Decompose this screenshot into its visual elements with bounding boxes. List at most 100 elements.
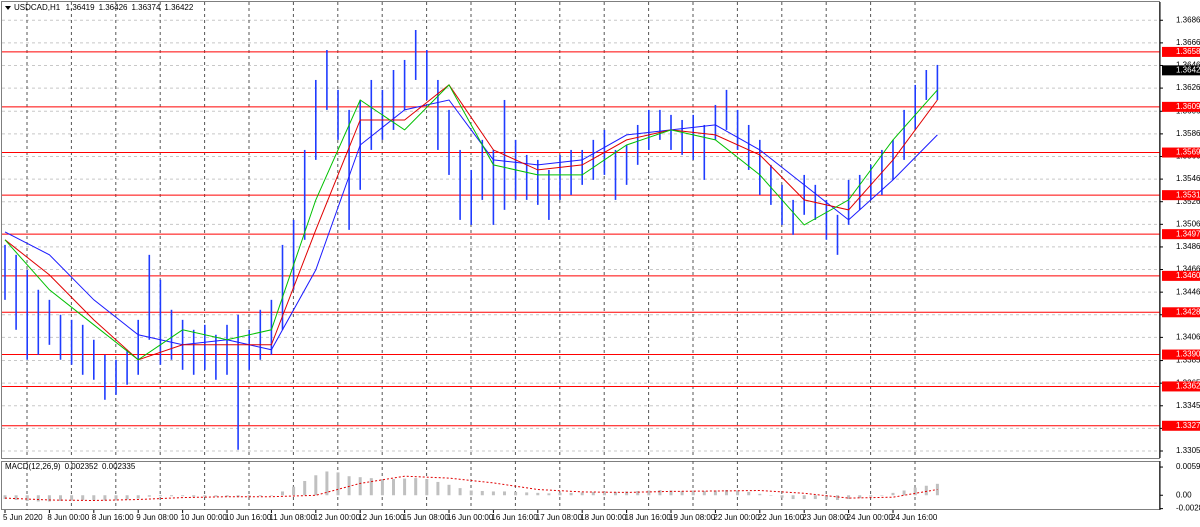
macd-histogram-bar [25, 495, 29, 501]
x-tick-label: 8 Jun 16:00 [92, 513, 134, 522]
macd-histogram-bar [181, 495, 185, 497]
x-tick-label: 23 Jun 08:00 [802, 513, 849, 522]
macd-histogram-bar [136, 495, 140, 499]
level-label-box [1162, 229, 1200, 240]
level-label: 1.34604 [1176, 271, 1200, 280]
macd-y-tick-label: -0.00281 [1176, 504, 1200, 513]
macd-histogram-bar [847, 495, 851, 500]
y-tick-label: 1.34860 [1176, 242, 1200, 251]
collapse-icon[interactable] [5, 6, 11, 10]
level-label-box [1162, 101, 1200, 112]
macd-histogram-bar [503, 491, 506, 496]
level-label-box [1162, 270, 1200, 281]
level-label-box [1162, 381, 1200, 392]
macd-signal-line [4, 475, 938, 502]
moving-average [4, 84, 938, 361]
macd-histogram-bar [336, 472, 340, 496]
macd-histogram-bar [758, 493, 762, 496]
x-tick-label: 18 Jun 16:00 [625, 513, 672, 522]
macd-histogram-bar [170, 495, 173, 497]
macd-histogram-bar [92, 495, 96, 501]
macd-histogram-bar [480, 490, 484, 496]
y-tick-label: 1.34460 [1176, 287, 1200, 296]
macd-histogram-bar [70, 495, 74, 501]
x-tick-label: 16 Jun 00:00 [447, 513, 494, 522]
level-label: 1.33278 [1176, 421, 1200, 430]
y-tick-label: 1.34060 [1176, 332, 1200, 341]
macd-histogram-bar [625, 491, 629, 496]
macd-histogram-bar [802, 495, 806, 500]
macd-histogram-bar [258, 495, 262, 497]
macd-histogram-bar [880, 495, 884, 496]
x-tick-label: 24 Jun 16:00 [891, 513, 938, 522]
macd-histogram-bar [347, 476, 351, 496]
macd-histogram-bar [591, 491, 595, 496]
macd-histogram-bar [392, 479, 395, 496]
macd-y-tick-label: 0.00 [1176, 490, 1192, 499]
level-label: 1.35695 [1176, 148, 1200, 157]
macd-histogram-bar [669, 490, 673, 496]
x-tick-label: 12 Jun 16:00 [358, 513, 405, 522]
macd-histogram-bar [114, 495, 118, 501]
x-tick-label: 22 Jun 16:00 [758, 513, 805, 522]
moving-average [4, 99, 938, 351]
macd-histogram-bar [813, 495, 817, 500]
macd-histogram-bar [436, 481, 440, 496]
x-tick-label: 12 Jun 00:00 [314, 513, 361, 522]
x-tick-label: 22 Jun 00:00 [713, 513, 760, 522]
macd-histogram-bar [369, 478, 373, 496]
macd-header: MACD(12,26,9) 0.002352 0.002335 [5, 462, 136, 471]
macd-histogram-bar [103, 495, 107, 501]
macd-histogram-bar [725, 490, 728, 496]
macd-histogram-bar [547, 493, 551, 496]
macd-histogram-bar [514, 491, 518, 496]
macd-histogram-bar [614, 491, 617, 496]
header-value: 1.36374 [131, 3, 160, 12]
x-tick-label: 10 Jun 00:00 [181, 513, 228, 522]
macd-histogram-bar [913, 487, 917, 496]
macd-histogram-bar [924, 485, 928, 496]
macd-histogram-bar [59, 495, 62, 501]
macd-value: 0.002335 [102, 462, 136, 471]
level-label: 1.33626 [1176, 382, 1200, 391]
macd-histogram-bar [247, 495, 251, 497]
macd-histogram-bar [858, 495, 862, 499]
y-tick-label: 1.36665 [1176, 38, 1200, 47]
x-tick-label: 24 Jun 00:00 [847, 513, 894, 522]
x-tick-label: 8 Jun 00:00 [47, 513, 89, 522]
macd-histogram-bar [380, 479, 384, 496]
level-label-box [1162, 190, 1200, 201]
macd-histogram-bar [536, 492, 540, 496]
macd-histogram-bar [14, 495, 18, 501]
level-label-box [1162, 349, 1200, 360]
y-tick-label: 1.34660 [1176, 265, 1200, 274]
macd-histogram-bar [469, 490, 473, 496]
macd-histogram-bar [358, 477, 362, 496]
macd-title: MACD(12,26,9) [5, 462, 61, 471]
macd-histogram-bar [702, 490, 706, 496]
x-tick-label: 19 Jun 08:00 [669, 513, 716, 522]
macd-histogram-bar [869, 495, 873, 497]
macd-histogram-bar [491, 491, 495, 496]
level-label: 1.33908 [1176, 350, 1200, 359]
macd-histogram-bar [713, 490, 717, 496]
x-tick-label: 15 Jun 08:00 [403, 513, 450, 522]
y-tick-label: 1.33455 [1176, 401, 1200, 410]
x-tick-label: 18 Jun 00:00 [580, 513, 627, 522]
level-label-box [1162, 147, 1200, 158]
macd-histogram-bar [580, 492, 584, 496]
x-tick-label: 11 Jun 08:00 [269, 513, 315, 522]
macd-histogram-bar [658, 490, 662, 496]
macd-histogram-bar [525, 492, 529, 496]
y-tick-label: 1.35460 [1176, 174, 1200, 183]
moving-average [4, 84, 938, 361]
macd-histogram-bar [824, 495, 828, 500]
macd-histogram-bar [458, 488, 462, 496]
macd-y-tick-label: 0.00593 [1176, 462, 1200, 471]
macd-histogram-bar [602, 491, 606, 496]
x-tick-label: 16 Jun 16:00 [491, 513, 538, 522]
macd-histogram-bar [736, 490, 740, 496]
current-price-box [1162, 65, 1200, 76]
